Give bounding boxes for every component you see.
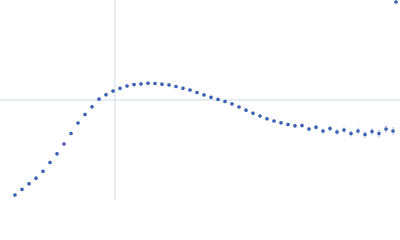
data-point (146, 81, 150, 85)
data-point (90, 105, 94, 109)
data-point (160, 82, 164, 86)
data-point (13, 193, 17, 197)
data-point (258, 114, 262, 118)
data-point (377, 131, 381, 136)
data-point (349, 131, 353, 136)
data-point (181, 86, 185, 91)
data-point (48, 160, 52, 165)
data-point (321, 129, 325, 133)
data-point (230, 102, 234, 106)
data-point (76, 121, 80, 125)
data-point (97, 97, 101, 101)
data-point (223, 99, 227, 104)
data-point (265, 117, 269, 121)
data-point (209, 95, 213, 100)
data-point (272, 119, 276, 123)
data-point (167, 83, 171, 87)
data-point (342, 128, 346, 132)
data-point (216, 97, 220, 102)
data-point (55, 152, 59, 156)
data-point (307, 127, 311, 131)
data-point (41, 169, 45, 174)
data-point (20, 187, 24, 192)
data-point (69, 131, 73, 136)
data-point (384, 127, 388, 131)
data-point (27, 182, 31, 186)
data-point (286, 122, 290, 127)
data-point (188, 88, 192, 92)
data-point (118, 86, 122, 91)
data-point (139, 82, 143, 86)
data-point (300, 123, 304, 128)
data-point (279, 121, 283, 125)
chart (0, 0, 400, 200)
data-point (394, 0, 398, 4)
data-point (251, 111, 255, 115)
data-point (83, 112, 87, 117)
data-point (195, 90, 199, 95)
data-point (370, 129, 374, 134)
data-point (391, 129, 395, 133)
data-point (335, 130, 339, 134)
data-point (125, 84, 129, 88)
data-point (34, 176, 38, 180)
data-point (153, 81, 157, 86)
data-point (111, 89, 115, 93)
data-point (104, 93, 108, 97)
data-point (328, 126, 332, 131)
data-point (174, 84, 178, 89)
data-point (293, 124, 297, 128)
data-point (132, 82, 136, 87)
data-point (244, 108, 248, 112)
data-point (237, 105, 241, 109)
data-point (356, 129, 360, 133)
data-point (363, 132, 367, 137)
data-point (62, 142, 66, 146)
data-point (202, 93, 206, 97)
data-point (314, 125, 318, 129)
